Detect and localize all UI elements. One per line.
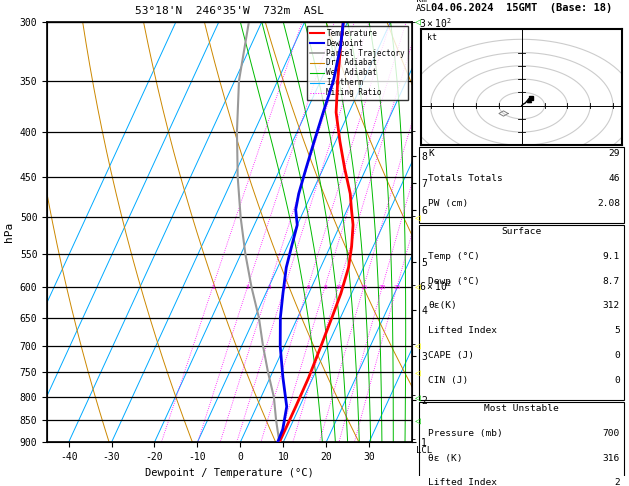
Text: 0: 0 xyxy=(614,376,620,384)
Text: LCL: LCL xyxy=(416,447,431,455)
Text: 15: 15 xyxy=(360,285,368,290)
Text: 2.08: 2.08 xyxy=(597,199,620,208)
Text: kt: kt xyxy=(428,34,437,42)
Text: ◁: ◁ xyxy=(415,17,421,27)
Text: θε(K): θε(K) xyxy=(428,301,457,311)
Text: Dewp (°C): Dewp (°C) xyxy=(428,277,480,286)
Text: 29: 29 xyxy=(608,149,620,158)
X-axis label: Dewpoint / Temperature (°C): Dewpoint / Temperature (°C) xyxy=(145,468,314,478)
Text: 1: 1 xyxy=(211,285,215,290)
Text: θε (K): θε (K) xyxy=(428,453,462,463)
Text: 312: 312 xyxy=(603,301,620,311)
Text: Pressure (mb): Pressure (mb) xyxy=(428,429,503,438)
Text: Lifted Index: Lifted Index xyxy=(428,326,497,335)
Text: 46: 46 xyxy=(608,174,620,183)
Text: ◁: ◁ xyxy=(415,367,421,378)
Text: CAPE (J): CAPE (J) xyxy=(428,351,474,360)
Text: 25: 25 xyxy=(393,285,401,290)
Text: CIN (J): CIN (J) xyxy=(428,376,468,384)
Text: ◁: ◁ xyxy=(415,341,421,351)
Text: Lifted Index: Lifted Index xyxy=(428,478,497,486)
Text: Temp (°C): Temp (°C) xyxy=(428,252,480,261)
Text: K: K xyxy=(428,149,433,158)
Text: 2: 2 xyxy=(246,285,250,290)
Text: 04.06.2024  15GMT  (Base: 18): 04.06.2024 15GMT (Base: 18) xyxy=(431,3,613,13)
Text: Totals Totals: Totals Totals xyxy=(428,174,503,183)
Text: ◁: ◁ xyxy=(415,282,421,292)
Text: Most Unstable: Most Unstable xyxy=(484,404,559,413)
Text: Surface: Surface xyxy=(502,227,542,236)
Text: ◁: ◁ xyxy=(415,416,421,425)
Text: 0: 0 xyxy=(614,351,620,360)
Text: ◁: ◁ xyxy=(415,212,421,222)
Legend: Temperature, Dewpoint, Parcel Trajectory, Dry Adiabat, Wet Adiabat, Isotherm, Mi: Temperature, Dewpoint, Parcel Trajectory… xyxy=(308,26,408,100)
Text: 9.1: 9.1 xyxy=(603,252,620,261)
Text: 10: 10 xyxy=(335,285,342,290)
Text: PW (cm): PW (cm) xyxy=(428,199,468,208)
Text: 53°18'N  246°35'W  732m  ASL: 53°18'N 246°35'W 732m ASL xyxy=(135,5,324,16)
Text: 4: 4 xyxy=(283,285,287,290)
Text: 316: 316 xyxy=(603,453,620,463)
Text: 5: 5 xyxy=(614,326,620,335)
Text: km
ASL: km ASL xyxy=(416,0,431,14)
Text: 2: 2 xyxy=(614,478,620,486)
Text: ◁: ◁ xyxy=(415,392,421,402)
Y-axis label: hPa: hPa xyxy=(4,222,14,242)
Text: 20: 20 xyxy=(379,285,386,290)
Text: 8.7: 8.7 xyxy=(603,277,620,286)
Text: 6: 6 xyxy=(306,285,310,290)
Text: 8: 8 xyxy=(323,285,327,290)
Text: 3: 3 xyxy=(267,285,271,290)
Text: 700: 700 xyxy=(603,429,620,438)
